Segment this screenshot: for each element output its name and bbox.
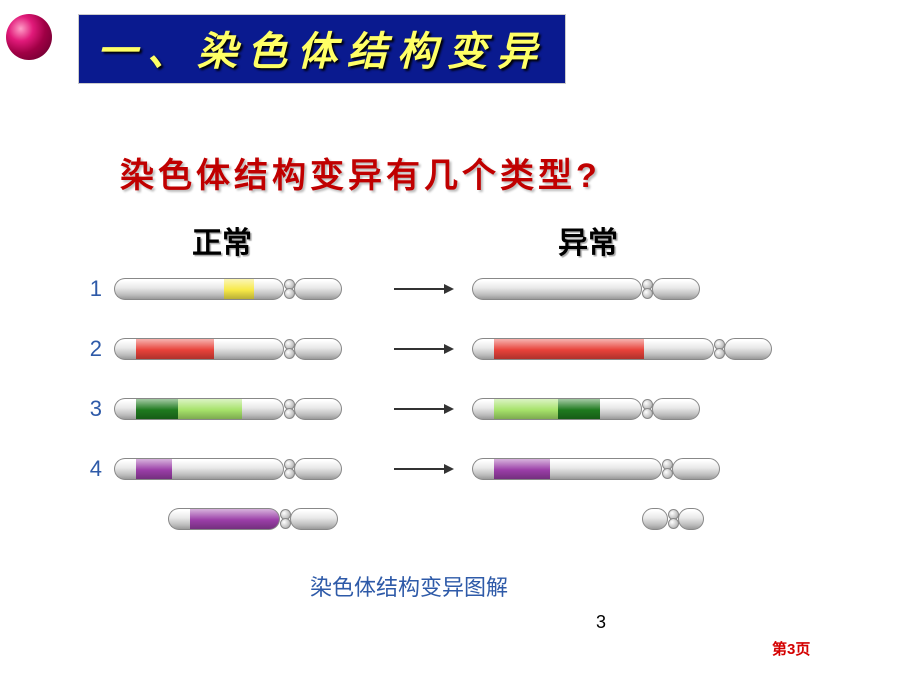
slide-number: 3 — [596, 612, 606, 633]
chromosome-diagram: 1 2 3 4 — [78, 272, 838, 558]
diagram-caption: 染色体结构变异图解 — [310, 570, 508, 602]
page-label: 第3页 — [772, 638, 810, 659]
diagram-row-3: 3 — [78, 392, 838, 426]
subtitle-question: 染色体结构变异有几个类型? — [120, 148, 601, 197]
diagram-row-4: 4 — [78, 452, 838, 486]
col-header-abnormal: 异常 — [558, 218, 618, 262]
title-banner: 一、染色体结构变异 — [78, 14, 566, 84]
bullet-icon — [6, 14, 52, 60]
col-header-normal: 正常 — [192, 218, 252, 262]
diagram-row-2: 2 — [78, 332, 838, 366]
diagram-row-1: 1 — [78, 272, 838, 306]
title-text: 一、染色体结构变异 — [97, 29, 547, 74]
